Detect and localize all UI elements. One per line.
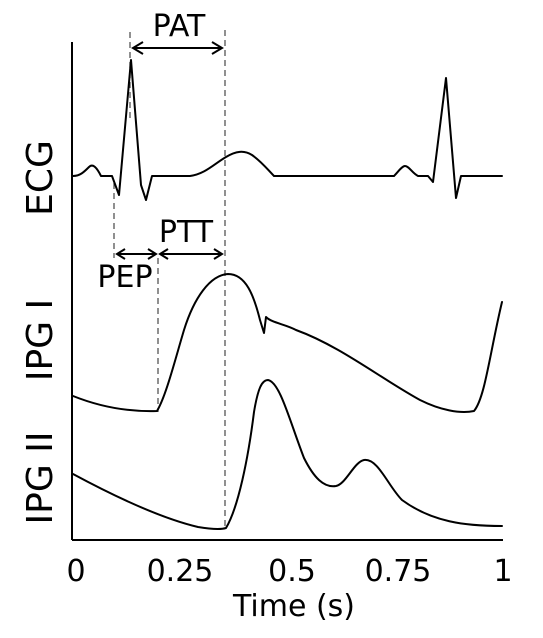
pep-arrow <box>115 248 158 260</box>
ptt-label: PTT <box>159 215 214 250</box>
ptt-arrow <box>158 248 224 260</box>
x-tick-label: 0.75 <box>365 554 432 589</box>
x-tick-label: 0 <box>66 554 85 589</box>
x-tick-label: 1 <box>493 554 512 589</box>
pep-label: PEP <box>97 260 152 295</box>
x-tick-label: 0.25 <box>147 554 214 589</box>
ecg-trace <box>72 59 503 201</box>
x-tick-label: 0.5 <box>268 554 316 589</box>
ylabel-ecg: ECG <box>20 140 61 216</box>
ylabel-ipg2: IPG II <box>20 432 61 525</box>
pat-arrow <box>131 41 224 55</box>
pat-label: PAT <box>153 9 206 44</box>
x-axis-title: Time (s) <box>232 589 355 624</box>
ylabel-ipg1: IPG I <box>20 299 61 381</box>
ipg1-trace <box>72 273 503 413</box>
ipg2-trace <box>72 379 503 531</box>
